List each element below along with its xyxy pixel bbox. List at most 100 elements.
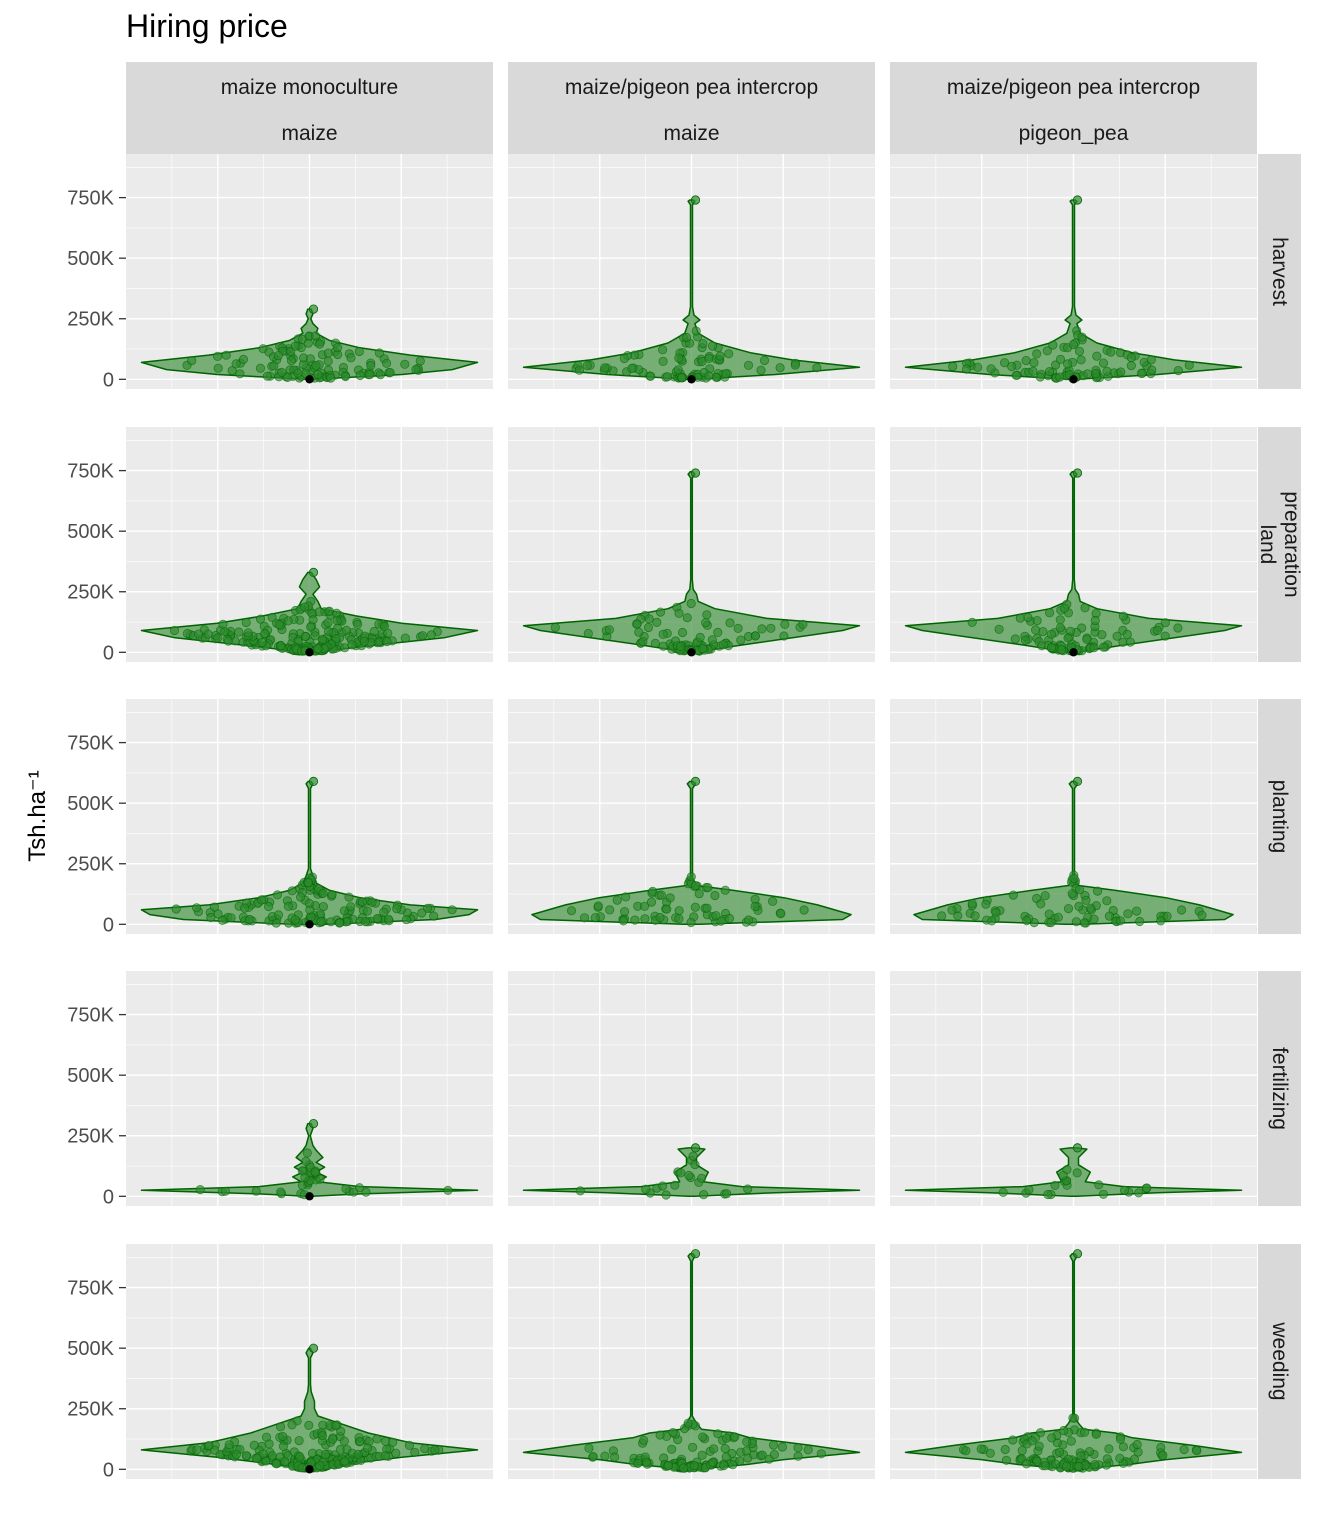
data-point bbox=[261, 1432, 272, 1442]
max-point bbox=[308, 776, 319, 787]
data-point bbox=[1093, 886, 1103, 896]
data-point bbox=[341, 625, 351, 636]
data-point bbox=[1090, 1460, 1100, 1470]
data-point bbox=[686, 598, 696, 609]
data-point bbox=[1102, 1454, 1112, 1464]
data-point bbox=[1023, 612, 1033, 623]
data-point bbox=[743, 1184, 753, 1194]
data-point bbox=[297, 1463, 307, 1473]
data-point bbox=[1071, 917, 1081, 927]
data-point bbox=[1089, 643, 1099, 653]
y-axis-label: Tsh.ha⁻¹ bbox=[24, 770, 51, 861]
data-point bbox=[263, 901, 274, 912]
data-point bbox=[658, 356, 668, 366]
data-point bbox=[273, 350, 283, 361]
y-tick-label: 0 bbox=[103, 369, 114, 391]
data-point bbox=[1079, 918, 1089, 928]
row-strip-label: land bbox=[1256, 525, 1279, 565]
y-tick-label: 750K bbox=[67, 1005, 114, 1027]
data-point bbox=[937, 911, 947, 921]
data-point bbox=[1072, 1168, 1082, 1178]
data-point bbox=[612, 895, 622, 905]
data-point bbox=[720, 885, 730, 895]
data-point bbox=[231, 359, 241, 369]
data-point bbox=[652, 617, 662, 628]
data-point bbox=[676, 1168, 686, 1178]
max-point bbox=[690, 195, 701, 205]
data-point bbox=[1032, 615, 1042, 626]
data-point bbox=[305, 354, 315, 364]
data-point bbox=[1132, 906, 1142, 916]
data-point bbox=[1160, 631, 1170, 641]
data-point bbox=[697, 1450, 707, 1460]
violin bbox=[522, 199, 861, 381]
data-point bbox=[1058, 1171, 1068, 1181]
max-point bbox=[1072, 1143, 1083, 1153]
data-point bbox=[1000, 1444, 1010, 1455]
data-point bbox=[252, 1453, 262, 1463]
data-point bbox=[1081, 895, 1091, 905]
data-point bbox=[346, 353, 356, 363]
data-point bbox=[318, 1420, 328, 1430]
row-strip-label: harvest bbox=[1268, 237, 1291, 306]
data-point bbox=[1122, 629, 1132, 640]
data-point bbox=[681, 332, 692, 343]
row-strip bbox=[1258, 427, 1301, 662]
y-tick-label: 250K bbox=[67, 582, 114, 604]
data-point bbox=[275, 1422, 286, 1432]
data-point bbox=[1192, 1446, 1202, 1456]
data-point bbox=[1102, 366, 1112, 376]
data-point bbox=[1074, 346, 1085, 356]
data-point bbox=[1173, 623, 1183, 633]
data-point bbox=[619, 353, 629, 364]
data-point bbox=[429, 911, 439, 921]
data-point bbox=[1098, 1189, 1109, 1199]
data-point bbox=[1116, 367, 1126, 377]
data-point bbox=[280, 1457, 290, 1467]
data-point bbox=[1134, 1188, 1144, 1198]
data-point bbox=[690, 902, 700, 912]
data-point bbox=[256, 895, 266, 905]
data-point bbox=[750, 901, 760, 912]
violin bbox=[904, 471, 1243, 654]
data-point bbox=[417, 908, 427, 918]
row-strip bbox=[1258, 971, 1301, 1206]
data-point bbox=[369, 626, 379, 637]
data-point bbox=[1017, 1446, 1027, 1456]
data-point bbox=[655, 607, 666, 617]
data-point bbox=[241, 1451, 251, 1461]
data-point bbox=[662, 904, 672, 914]
data-point bbox=[1046, 629, 1057, 639]
data-point bbox=[704, 371, 714, 381]
data-point bbox=[447, 905, 457, 915]
data-point bbox=[695, 632, 705, 643]
data-point bbox=[779, 631, 789, 641]
row-strip-label: weeding bbox=[1268, 1321, 1291, 1400]
data-point bbox=[1020, 635, 1031, 645]
data-point bbox=[1197, 910, 1207, 920]
data-point bbox=[1184, 360, 1194, 370]
data-point bbox=[418, 631, 428, 641]
median-point bbox=[305, 648, 314, 657]
data-point bbox=[1027, 1436, 1037, 1446]
y-tick-label: 500K bbox=[67, 1338, 114, 1360]
data-point bbox=[686, 917, 696, 928]
median-point bbox=[305, 1465, 314, 1474]
data-point bbox=[1047, 643, 1057, 653]
max-point bbox=[308, 567, 319, 578]
column-strip-label: maize monoculture bbox=[221, 76, 398, 99]
data-point bbox=[1132, 1439, 1142, 1450]
data-point bbox=[609, 1452, 620, 1462]
violin bbox=[913, 780, 1234, 926]
data-point bbox=[728, 1460, 738, 1470]
data-point bbox=[194, 629, 204, 639]
data-point bbox=[766, 623, 776, 633]
data-point bbox=[593, 901, 603, 911]
data-point bbox=[799, 905, 809, 915]
data-point bbox=[730, 1432, 740, 1442]
data-point bbox=[1028, 366, 1038, 376]
data-point bbox=[1066, 1436, 1076, 1446]
data-point bbox=[566, 906, 577, 916]
data-point bbox=[255, 614, 266, 624]
